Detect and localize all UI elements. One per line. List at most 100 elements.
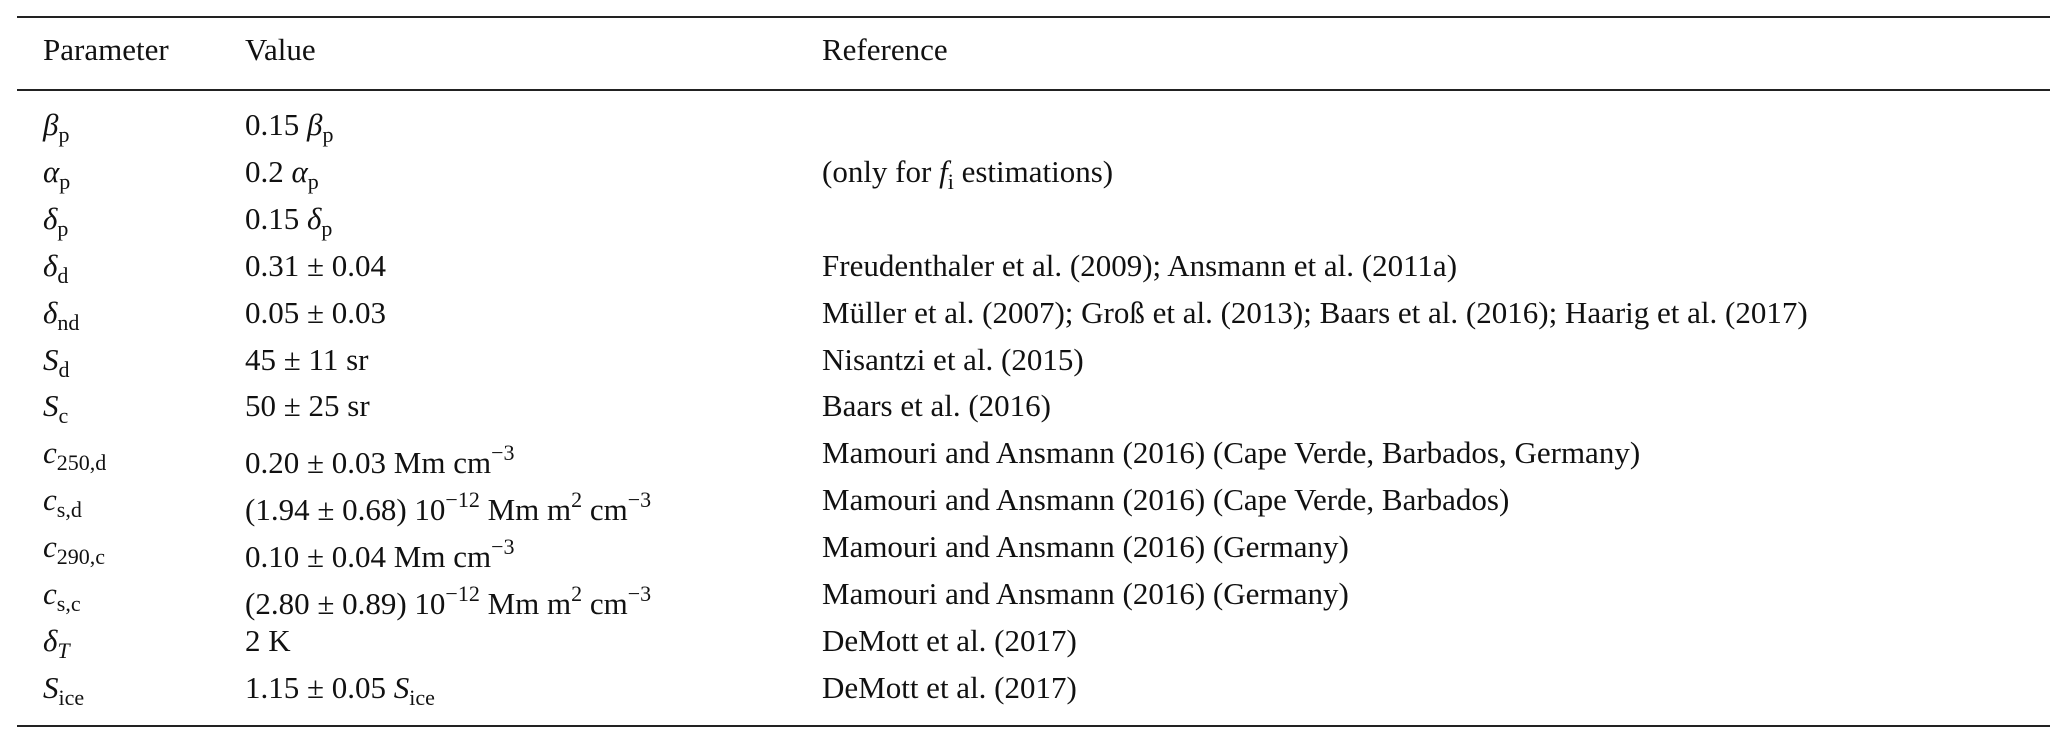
styled-run: δ	[43, 294, 58, 330]
styled-run: 2	[571, 487, 583, 513]
styled-run: p	[58, 122, 70, 147]
styled-run: c	[43, 529, 57, 565]
text-run: Nisantzi et al. (2015)	[822, 341, 1084, 377]
text-run: Mm m	[479, 586, 572, 621]
header-rule	[17, 89, 2050, 91]
text-run: 0.15	[245, 200, 307, 236]
value-cell: 50 ± 25 sr	[245, 386, 370, 426]
styled-run: nd	[57, 309, 80, 335]
text-run: Mamouri and Ansmann (2016) (Germany)	[822, 529, 1349, 565]
styled-run: δ	[307, 200, 322, 236]
styled-run: c	[58, 403, 69, 429]
text-run: Mamouri and Ansmann (2016) (Cape Verde, …	[822, 482, 1510, 518]
reference-cell: Nisantzi et al. (2015)	[822, 340, 1084, 380]
value-cell: (1.94 ± 0.68) 10−12 Mm m2 cm−3	[245, 480, 651, 530]
text-run: Baars et al. (2016)	[822, 388, 1051, 424]
text-run: estimations)	[953, 153, 1114, 189]
styled-run: p	[59, 168, 71, 194]
text-run: DeMott et al. (2017)	[822, 669, 1077, 705]
styled-run: 2	[571, 581, 583, 606]
styled-run: −3	[491, 440, 515, 466]
text-run: 0.15	[245, 107, 307, 142]
value-cell: 0.15 δp	[245, 199, 332, 249]
styled-run: p	[322, 122, 334, 147]
styled-run: 290,c	[56, 544, 106, 570]
bottom-rule	[17, 725, 2050, 727]
value-cell: 0.05 ± 0.03	[245, 293, 386, 333]
styled-run: s,d	[56, 497, 82, 523]
styled-run: α	[43, 153, 60, 189]
value-cell: 0.2 αp	[245, 152, 319, 202]
styled-run: p	[321, 215, 333, 241]
parameter-cell: δnd	[43, 293, 79, 343]
parameter-cell: c290,c	[43, 527, 105, 577]
styled-run: S	[43, 388, 59, 424]
styled-run: S	[43, 341, 59, 377]
styled-run: −3	[491, 534, 515, 560]
styled-run: −12	[445, 581, 480, 606]
parameter-cell: cs,c	[43, 574, 81, 624]
styled-run: c	[43, 482, 57, 518]
text-run: Freudenthaler et al. (2009); Ansmann et …	[822, 247, 1458, 283]
styled-run: c	[43, 576, 57, 611]
styled-run: p	[57, 215, 69, 241]
styled-run: p	[307, 168, 319, 194]
reference-cell: Mamouri and Ansmann (2016) (Cape Verde, …	[822, 433, 1640, 473]
text-run: Mm m	[479, 492, 572, 528]
parameter-cell: cs,d	[43, 480, 82, 530]
text-run: (2.80 ± 0.89) 10	[245, 586, 446, 621]
styled-run: δ	[43, 622, 58, 658]
value-cell: 0.10 ± 0.04 Mm cm−3	[245, 527, 514, 577]
styled-run: s,c	[56, 591, 81, 616]
styled-run: ice	[58, 684, 85, 710]
styled-run: T	[57, 637, 70, 663]
reference-cell: (only for fi estimations)	[822, 152, 1113, 202]
text-run: 1.15 ± 0.05	[245, 669, 394, 705]
styled-run: −3	[627, 581, 652, 606]
text-run: cm	[582, 586, 628, 621]
styled-run: δ	[43, 247, 58, 283]
styled-run: i	[947, 168, 954, 194]
parameter-cell: Sd	[43, 340, 70, 390]
parameter-cell: αp	[43, 152, 70, 202]
reference-cell: DeMott et al. (2017)	[822, 621, 1077, 661]
styled-run: f	[939, 153, 948, 189]
text-run: 50 ± 25 sr	[245, 388, 370, 424]
parameter-cell: δT	[43, 621, 70, 671]
reference-cell: Müller et al. (2007); Groß et al. (2013)…	[822, 293, 1808, 333]
parameter-cell: δd	[43, 246, 68, 296]
value-cell: 0.31 ± 0.04	[245, 246, 386, 286]
reference-cell: Freudenthaler et al. (2009); Ansmann et …	[822, 246, 1457, 286]
reference-cell: Mamouri and Ansmann (2016) (Cape Verde, …	[822, 480, 1509, 520]
styled-run: d	[58, 356, 70, 382]
header-cell: Parameter	[43, 32, 169, 67]
styled-run: −12	[445, 487, 480, 513]
styled-run: α	[291, 153, 308, 189]
text-run: DeMott et al. (2017)	[822, 622, 1077, 658]
text-run: (1.94 ± 0.68) 10	[245, 492, 446, 528]
text-run: Mamouri and Ansmann (2016) (Cape Verde, …	[822, 435, 1641, 471]
parameter-cell: c250,d	[43, 433, 106, 483]
value-cell: (2.80 ± 0.89) 10−12 Mm m2 cm−3	[245, 574, 651, 624]
reference-cell: Baars et al. (2016)	[822, 386, 1051, 426]
text-run: 0.20 ± 0.03 Mm cm	[245, 445, 492, 481]
text-run: Mamouri and Ansmann (2016) (Germany)	[822, 576, 1349, 611]
text-run: 0.2	[245, 153, 292, 189]
styled-run: ice	[409, 684, 435, 710]
reference-cell: Mamouri and Ansmann (2016) (Germany)	[822, 574, 1349, 614]
styled-run: β	[43, 107, 59, 142]
parameter-cell: δp	[43, 199, 68, 249]
text-run: 2 K	[245, 622, 291, 658]
value-cell: 45 ± 11 sr	[245, 340, 369, 380]
styled-run: δ	[43, 200, 58, 236]
text-run: 0.10 ± 0.04 Mm cm	[245, 539, 492, 575]
text-run: 45 ± 11 sr	[245, 341, 369, 377]
reference-cell: DeMott et al. (2017)	[822, 668, 1077, 708]
value-cell: 0.15 βp	[245, 105, 333, 155]
text-run: (only for	[822, 153, 940, 189]
value-cell: 2 K	[245, 621, 291, 661]
parameter-cell: Sc	[43, 386, 68, 436]
text-run: 0.31 ± 0.04	[245, 247, 387, 283]
top-rule	[17, 16, 2050, 18]
